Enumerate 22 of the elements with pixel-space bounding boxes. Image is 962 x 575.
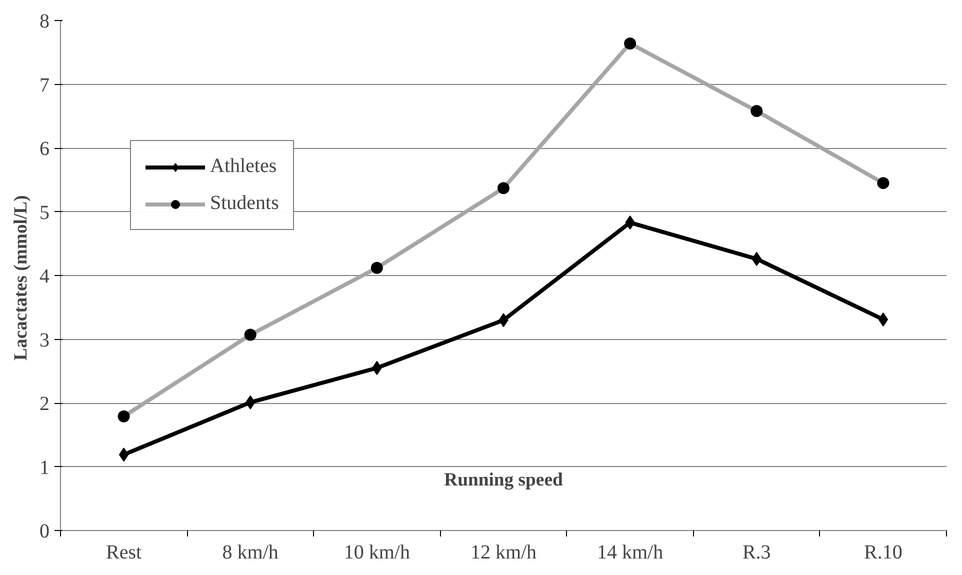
y-tick-label: 3: [40, 329, 50, 352]
x-tick-label: R.3: [742, 542, 771, 564]
legend-label: Students: [210, 192, 279, 215]
x-tick-label: 10 km/h: [344, 542, 410, 564]
y-axis-title: Lacactates (mmol/L): [10, 195, 32, 360]
x-axis-title: Running speed: [444, 470, 564, 490]
x-tick-label: 12 km/h: [470, 542, 537, 564]
y-tick-label: 1: [40, 456, 50, 479]
y-tick-label: 0: [40, 520, 50, 542]
legend-label: Athletes: [210, 155, 277, 178]
y-tick-label: 8: [40, 10, 50, 32]
y-tick-label: 4: [40, 266, 50, 288]
x-tick-label: 14 km/h: [597, 542, 664, 564]
x-tick-label: 8 km/h: [222, 542, 278, 564]
y-tick-label: 6: [40, 138, 50, 160]
y-tick-label: 2: [40, 393, 50, 415]
y-tick-label: 5: [40, 202, 50, 224]
x-tick-label: Rest: [106, 542, 142, 564]
point: [118, 448, 129, 462]
x-tick-label: R.10: [864, 542, 902, 564]
point: [878, 312, 888, 326]
y-tick-label: 7: [40, 74, 50, 96]
